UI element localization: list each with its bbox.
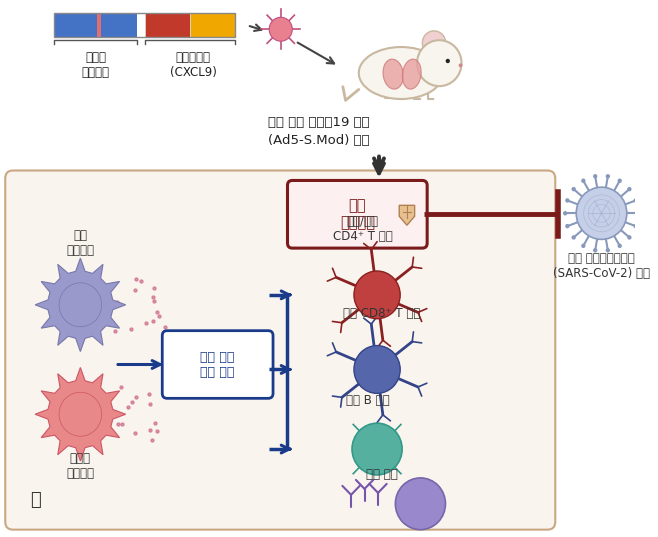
Circle shape bbox=[563, 211, 567, 215]
Circle shape bbox=[445, 59, 450, 63]
Circle shape bbox=[354, 271, 400, 319]
Circle shape bbox=[269, 17, 292, 41]
Ellipse shape bbox=[383, 59, 403, 89]
Text: 비강 접종 코로나19 백신: 비강 접종 코로나19 백신 bbox=[268, 116, 369, 129]
Circle shape bbox=[395, 478, 445, 529]
Circle shape bbox=[572, 235, 576, 240]
Circle shape bbox=[354, 346, 400, 393]
Ellipse shape bbox=[359, 47, 443, 99]
Text: 기억 B 세포: 기억 B 세포 bbox=[345, 394, 390, 407]
FancyBboxPatch shape bbox=[288, 180, 427, 248]
Circle shape bbox=[581, 178, 586, 183]
Bar bbox=[55, 13, 235, 37]
Polygon shape bbox=[399, 205, 415, 225]
Bar bbox=[145, 13, 190, 37]
Text: 간질성
대식세포: 간질성 대식세포 bbox=[66, 452, 94, 480]
Circle shape bbox=[634, 224, 638, 228]
Text: 보호
면역반응: 보호 면역반응 bbox=[340, 198, 375, 230]
Circle shape bbox=[618, 244, 622, 248]
Text: (Ad5-S.Mod) 투여: (Ad5-S.Mod) 투여 bbox=[268, 134, 369, 147]
Text: 형질 세포: 형질 세포 bbox=[366, 468, 398, 481]
Circle shape bbox=[59, 283, 102, 327]
Text: 기억 세포
유지 지원: 기억 세포 유지 지원 bbox=[201, 351, 235, 379]
Bar bbox=[55, 13, 137, 37]
Circle shape bbox=[593, 248, 597, 252]
Circle shape bbox=[565, 224, 569, 228]
Circle shape bbox=[581, 244, 586, 248]
Circle shape bbox=[417, 40, 461, 86]
Circle shape bbox=[605, 248, 610, 252]
FancyBboxPatch shape bbox=[163, 331, 273, 398]
Text: 신종 코로나바이러스
(SARS-CoV-2) 감염: 신종 코로나바이러스 (SARS-CoV-2) 감염 bbox=[553, 252, 650, 280]
Circle shape bbox=[565, 198, 569, 202]
Text: 폐포
대식세포: 폐포 대식세포 bbox=[66, 229, 94, 257]
Circle shape bbox=[634, 198, 638, 202]
Ellipse shape bbox=[402, 59, 421, 89]
Text: 개량형
스파이크: 개량형 스파이크 bbox=[82, 51, 110, 79]
Text: 기억 CD8⁺ T 세포: 기억 CD8⁺ T 세포 bbox=[343, 307, 420, 320]
Circle shape bbox=[618, 178, 622, 183]
Circle shape bbox=[459, 63, 463, 67]
Circle shape bbox=[422, 31, 445, 55]
Polygon shape bbox=[35, 258, 126, 352]
Circle shape bbox=[59, 392, 102, 436]
Circle shape bbox=[627, 187, 632, 191]
Bar bbox=[97, 13, 101, 37]
FancyBboxPatch shape bbox=[5, 171, 555, 529]
Circle shape bbox=[572, 187, 576, 191]
Text: 효과/기억
CD4⁺ T 세포: 효과/기억 CD4⁺ T 세포 bbox=[333, 215, 393, 243]
Bar bbox=[190, 13, 235, 37]
Circle shape bbox=[605, 174, 610, 178]
Circle shape bbox=[627, 235, 632, 240]
Circle shape bbox=[593, 174, 597, 178]
Circle shape bbox=[352, 423, 402, 475]
Circle shape bbox=[576, 187, 627, 240]
Text: 면역증강제
(CXCL9): 면역증강제 (CXCL9) bbox=[170, 51, 216, 79]
Text: 폐: 폐 bbox=[30, 491, 41, 509]
Bar bbox=[137, 13, 145, 37]
Polygon shape bbox=[35, 367, 126, 461]
Circle shape bbox=[636, 211, 640, 215]
